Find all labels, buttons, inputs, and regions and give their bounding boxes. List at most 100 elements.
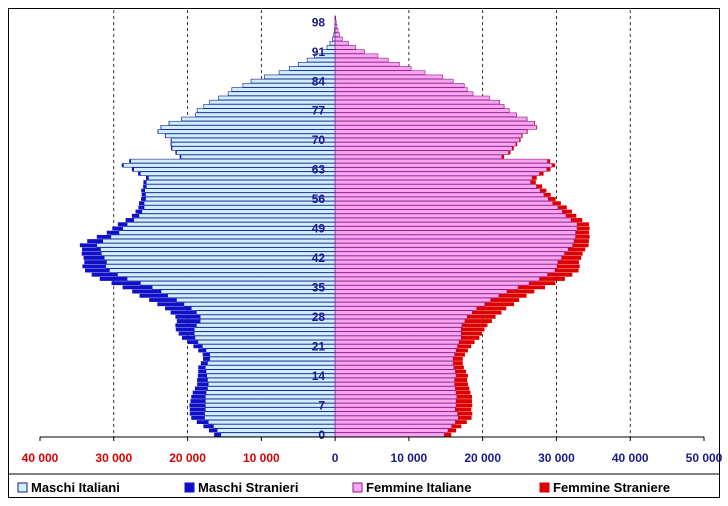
bar-femmine-straniere [498,293,527,298]
x-tick-label: 40 000 [612,451,649,465]
bar-femmine-straniere [557,205,567,210]
bar-femmine-straniere [455,407,472,412]
bar-femmine-italiane [334,264,558,269]
bar-maschi-stranieri [189,407,206,412]
bar-maschi-italiani [209,356,336,362]
bar-maschi-stranieri [182,335,195,340]
x-tick-label: 30 000 [95,451,132,465]
bar-femmine-italiane [334,104,505,109]
bar-femmine-italiane [334,95,490,101]
bar-femmine-italiane [334,398,457,404]
bar-maschi-italiani [145,192,336,197]
age-label: 56 [312,192,326,206]
bar-femmine-italiane [334,28,339,33]
bar-femmine-italiane [334,255,562,261]
bar-maschi-italiani [143,200,336,206]
legend-label: Femmine Straniere [553,480,670,495]
bar-femmine-italiane [334,365,455,370]
bar-femmine-italiane [334,280,530,286]
bar-femmine-italiane [334,57,389,63]
bar-femmine-straniere [472,310,502,315]
bar-maschi-stranieri [197,373,207,378]
bar-femmine-italiane [334,419,456,425]
bar-maschi-italiani [100,251,336,256]
bar-femmine-straniere [519,138,521,142]
bar-maschi-stranieri [179,154,181,159]
bar-femmine-italiane [334,289,508,294]
bar-maschi-stranieri [131,167,134,172]
bar-maschi-stranieri [189,403,206,408]
bar-maschi-italiani [103,255,336,261]
bar-maschi-italiani [168,120,336,126]
bar-maschi-stranieri [197,382,209,387]
x-tick-label: 0 [332,451,339,465]
bar-femmine-italiane [334,171,540,176]
bar-maschi-stranieri [203,357,210,361]
bar-maschi-stranieri [141,192,146,197]
legend-label: Maschi Stranieri [198,480,298,495]
bar-maschi-stranieri [187,340,198,345]
bar-femmine-straniere [501,154,505,159]
bar-femmine-italiane [334,175,533,181]
bar-femmine-straniere [462,323,488,328]
bar-femmine-italiane [334,200,554,206]
bar-maschi-italiani [171,146,336,151]
bar-maschi-italiani [171,142,336,147]
bar-maschi-stranieri [170,138,172,142]
bar-maschi-stranieri [111,281,141,286]
bar-maschi-italiani [204,394,336,400]
bar-maschi-italiani [176,297,336,303]
bar-maschi-italiani [204,398,336,404]
bar-femmine-straniere [575,234,590,239]
bar-femmine-straniere [456,399,472,403]
bar-maschi-italiani [126,276,336,282]
bar-maschi-stranieri [99,277,128,281]
x-tick-label: 50 000 [686,451,723,465]
bar-maschi-stranieri [176,319,201,323]
bar-femmine-italiane [334,268,556,273]
bar-femmine-straniere [456,403,473,408]
bar-femmine-italiane [334,137,520,143]
bar-femmine-straniere [554,268,579,273]
bar-maschi-italiani [227,91,336,96]
bar-femmine-straniere [552,163,556,168]
legend-swatch [17,482,28,493]
bar-femmine-italiane [334,184,537,189]
bar-femmine-italiane [334,360,454,366]
bar-femmine-italiane [334,373,457,379]
bar-maschi-italiani [133,217,336,223]
bar-maschi-stranieri [82,264,106,269]
bar-femmine-straniere [536,184,543,189]
bar-femmine-italiane [334,205,559,210]
age-axis-labels: 0 7 14 21 28 35 42 49 56 63 70 77 84 91 98 [312,15,326,442]
bar-maschi-stranieri [157,129,159,134]
bar-maschi-italiani [96,243,336,248]
bar-maschi-italiani [326,45,336,50]
bar-femmine-italiane [334,15,337,21]
bar-femmine-italiane [334,112,517,118]
bar-femmine-italiane [334,167,548,172]
bar-femmine-italiane [334,327,462,332]
bar-maschi-italiani [180,154,336,160]
bar-maschi-stranieri [117,222,128,227]
bar-maschi-stranieri [141,188,145,193]
bar-femmine-italiane [334,150,509,155]
bar-maschi-italiani [160,125,336,130]
bar-femmine-italiane [334,386,456,391]
bar-femmine-straniere [444,432,452,437]
bar-femmine-italiane [334,335,462,341]
bar-maschi-stranieri [149,298,177,302]
bar-femmine-italiane [334,192,545,197]
bar-femmine-italiane [334,230,576,235]
bar-femmine-straniere [574,239,589,244]
bar-maschi-stranieri [190,399,206,403]
bar-maschi-italiani [216,428,336,433]
age-label: 7 [318,398,325,412]
bar-femmine-straniere [575,230,589,235]
bar-maschi-italiani [145,184,336,189]
bar-femmine-straniere [539,277,565,281]
bar-femmine-straniere [561,255,582,260]
bar-maschi-italiani [141,209,336,214]
bar-femmine-italiane [334,339,460,345]
